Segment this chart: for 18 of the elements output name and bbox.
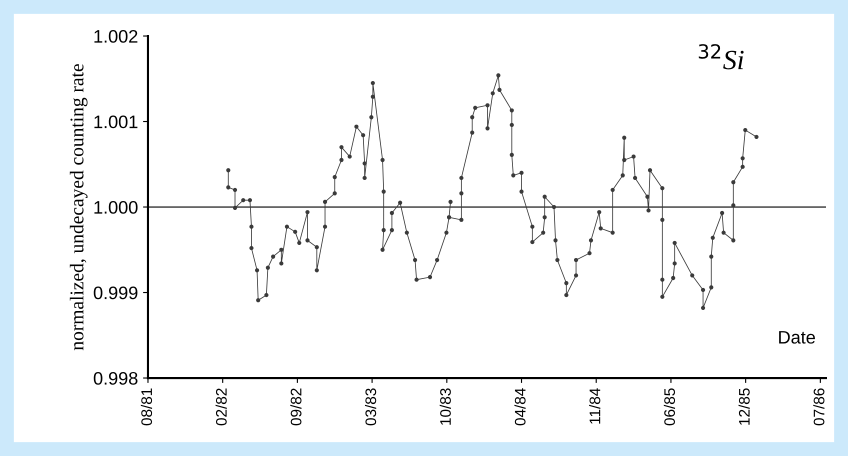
x-tick-label: 09/82 xyxy=(290,388,302,426)
x-tick-label: 10/83 xyxy=(440,388,451,425)
y-tick-label: 1.001 xyxy=(94,115,138,128)
x-tick-label: 08/81 xyxy=(140,388,152,426)
x-tick-label: 11/84 xyxy=(589,388,600,424)
y-axis-title: normalized, undecayed counting rate xyxy=(70,64,88,350)
x-tick-label: 02/82 xyxy=(216,388,227,426)
y-tick-label: 0.998 xyxy=(94,372,138,385)
y-tick-label: 1.000 xyxy=(94,200,138,214)
annotation: $^{32}$Si xyxy=(698,44,744,70)
x-tick-label: 03/83 xyxy=(364,388,376,426)
x-tick-label: 06/85 xyxy=(664,388,676,426)
y-tick-label: 1.002 xyxy=(94,30,138,43)
x-tick-label: 04/84 xyxy=(514,388,526,426)
y-tick-label: 0.999 xyxy=(94,286,138,300)
x-axis-title: Date xyxy=(779,331,815,344)
x-tick-label: 12/85 xyxy=(738,388,750,425)
x-tick-label: 07/86 xyxy=(813,388,824,426)
